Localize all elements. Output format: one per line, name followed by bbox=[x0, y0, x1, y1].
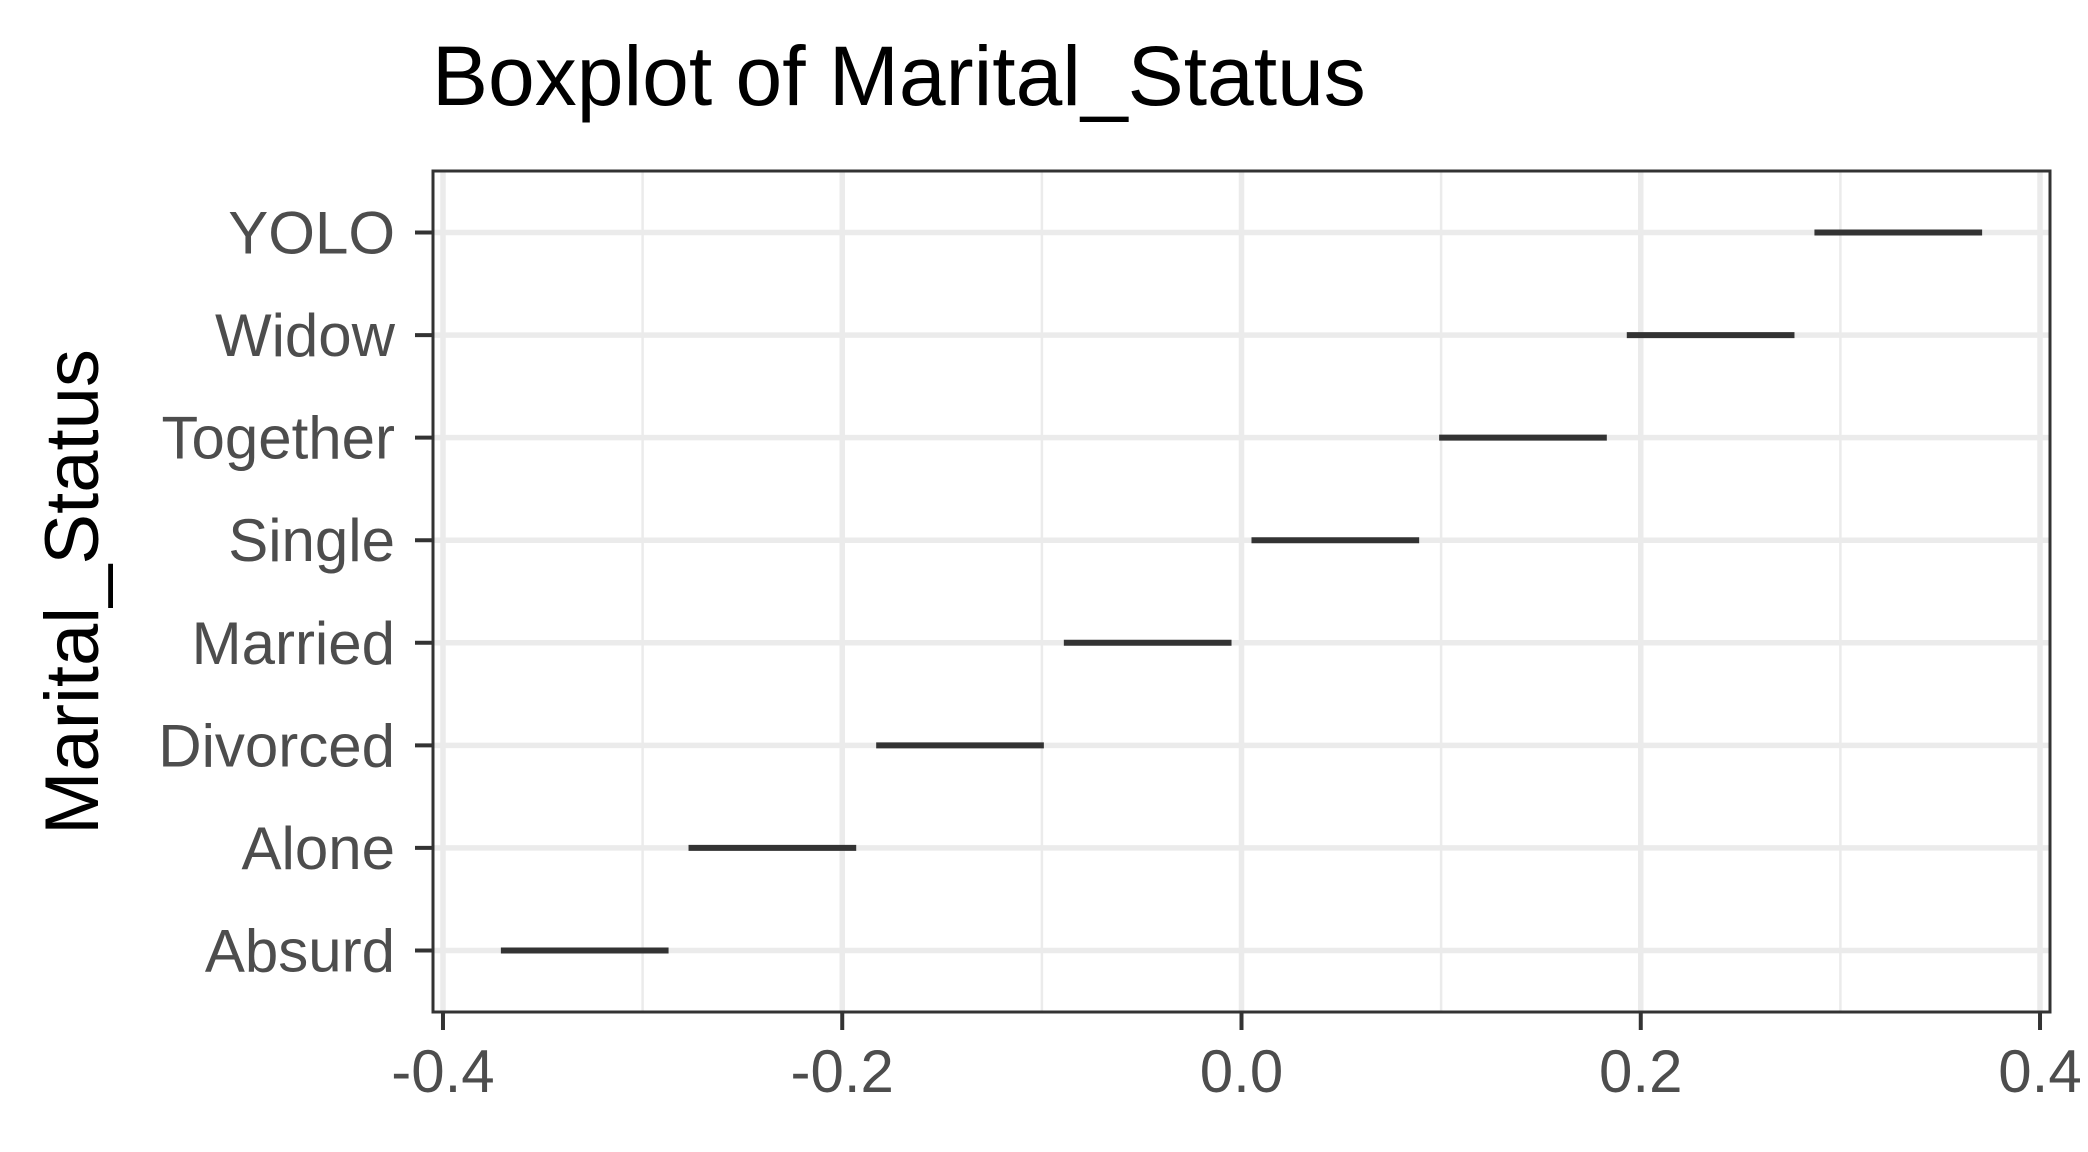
y-tick-label: Single bbox=[228, 507, 395, 574]
box-layer bbox=[500, 229, 1983, 954]
y-tick-label: Together bbox=[162, 405, 396, 472]
y-tick-labels: Absurd Alone Divorced Married Single Together… bbox=[158, 200, 395, 985]
x-tick-label: 0.2 bbox=[1599, 1038, 1682, 1105]
y-tick-label: Married bbox=[192, 610, 395, 677]
x-tick-label: 0.0 bbox=[1200, 1038, 1283, 1105]
x-tick-label: -0.4 bbox=[391, 1038, 494, 1105]
chart-title: Boxplot of Marital_Status bbox=[432, 29, 1366, 123]
y-tick-label: Divorced bbox=[158, 712, 395, 779]
y-tick-label: Alone bbox=[242, 815, 395, 882]
y-tick-label: YOLO bbox=[228, 200, 395, 267]
y-tick-label: Absurd bbox=[205, 917, 395, 984]
x-tick-labels: -0.4 -0.2 0.0 0.2 0.4 bbox=[391, 1038, 2081, 1105]
y-tick-label: Widow bbox=[215, 302, 396, 369]
x-tick-label: 0.4 bbox=[1998, 1038, 2081, 1105]
y-axis-label: Marital_Status bbox=[30, 349, 115, 835]
axis-ticks bbox=[415, 230, 2043, 1030]
grid-lines bbox=[433, 171, 2050, 1012]
x-tick-label: -0.2 bbox=[791, 1038, 894, 1105]
